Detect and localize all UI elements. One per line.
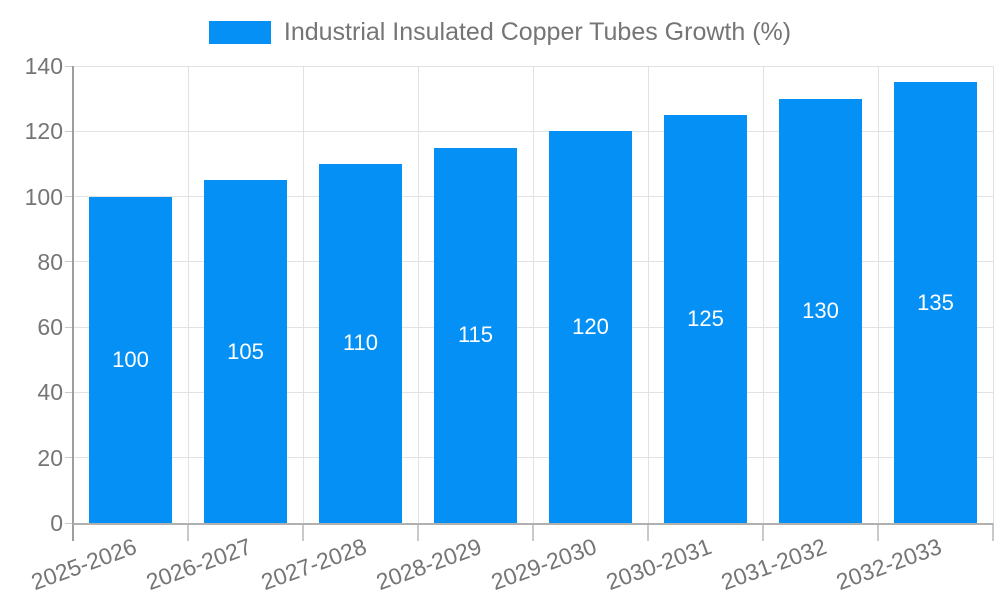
y-axis-tick-label: 80 <box>37 248 63 275</box>
vertical-gridline <box>877 66 879 523</box>
y-axis-tick-label: 140 <box>24 53 63 79</box>
legend-swatch <box>208 20 271 44</box>
y-axis-tick <box>65 196 73 198</box>
x-axis-tick <box>762 523 764 541</box>
x-axis-tick <box>532 523 534 541</box>
y-axis-tick-label: 100 <box>24 183 63 210</box>
vertical-gridline <box>417 66 419 523</box>
y-axis-tick-label: 0 <box>50 510 63 536</box>
bar-value-label: 125 <box>687 305 724 331</box>
x-axis-tick <box>417 523 419 541</box>
bar-value-label: 120 <box>572 314 609 340</box>
bar-value-label: 110 <box>342 330 379 356</box>
bar-value-label: 100 <box>112 346 149 372</box>
vertical-gridline <box>647 66 649 523</box>
bar <box>89 196 172 523</box>
bar-value-label: 130 <box>802 297 839 323</box>
bar <box>664 114 747 523</box>
bar <box>434 147 517 523</box>
y-axis-tick-label: 20 <box>37 444 63 471</box>
x-axis-line <box>73 523 993 525</box>
y-axis-tick <box>65 326 73 328</box>
y-axis-tick <box>65 457 73 459</box>
vertical-gridline <box>187 66 189 523</box>
legend: Industrial Insulated Copper Tubes Growth… <box>0 17 1000 47</box>
legend-label: Industrial Insulated Copper Tubes Growth… <box>283 17 792 46</box>
vertical-gridline <box>532 66 534 523</box>
y-axis-tick <box>65 391 73 393</box>
x-axis-tick <box>877 523 879 541</box>
y-axis-tick <box>65 261 73 263</box>
y-axis-tick-label: 40 <box>37 379 63 406</box>
y-axis-tick <box>65 130 73 132</box>
y-axis-tick <box>65 522 73 524</box>
bar <box>204 180 287 523</box>
y-axis-line <box>72 66 74 541</box>
x-axis-tick <box>187 523 189 541</box>
y-axis-tick-label: 60 <box>37 314 63 341</box>
bar <box>549 131 632 523</box>
vertical-gridline <box>302 66 304 523</box>
bar <box>779 98 862 523</box>
y-axis-tick <box>65 65 73 67</box>
bar-value-label: 135 <box>917 289 954 315</box>
bar <box>894 82 977 523</box>
bar-value-label: 105 <box>227 338 264 364</box>
y-axis-tick-label: 120 <box>24 118 63 145</box>
x-axis-tick <box>647 523 649 541</box>
vertical-gridline <box>992 66 994 523</box>
bar-value-label: 115 <box>457 322 494 348</box>
bar <box>319 163 402 523</box>
x-axis-tick <box>302 523 304 541</box>
vertical-gridline <box>762 66 764 523</box>
x-axis-tick <box>992 523 994 541</box>
